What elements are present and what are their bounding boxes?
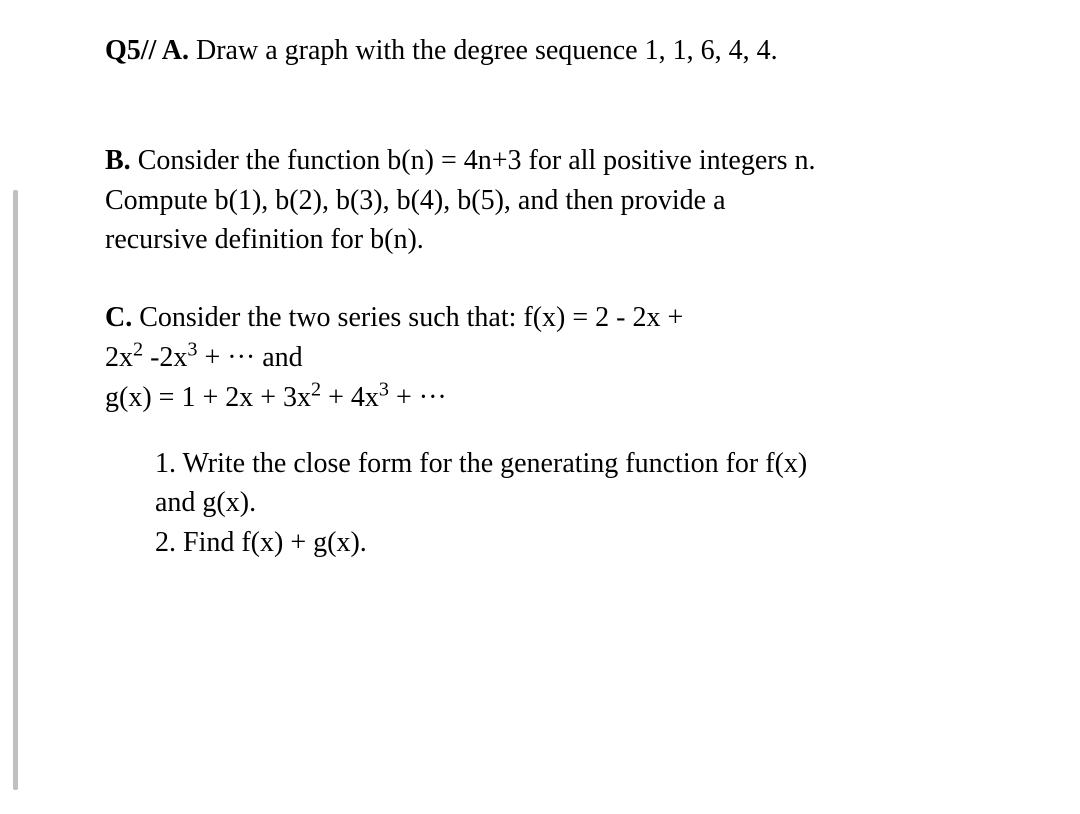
question-c-line3: g(x) = 1 + 2x + 3x2 + 4x3 + ··· bbox=[105, 379, 980, 417]
exp-3b: 3 bbox=[379, 378, 389, 400]
c-sub1-line2: and g(x). bbox=[155, 484, 980, 522]
q5-a-label: Q5// A. bbox=[105, 35, 189, 66]
question-c-line1: C. Consider the two series such that: f(… bbox=[105, 299, 980, 337]
question-b-section: B. Consider the function b(n) = 4n+3 for… bbox=[105, 142, 980, 259]
question-c-line2: 2x2 -2x3 + ··· and bbox=[105, 339, 980, 377]
c-line2b: -2x bbox=[143, 342, 187, 373]
exp-2a: 2 bbox=[133, 339, 143, 361]
c-line1-text: Consider the two series such that: f(x) … bbox=[132, 302, 683, 333]
question-a-section: Q5// A. Draw a graph with the degree seq… bbox=[105, 32, 980, 70]
b-line1-text: Consider the function b(n) = 4n+3 for al… bbox=[131, 145, 816, 176]
c-sub1-line1: 1. Write the close form for the generati… bbox=[155, 445, 980, 483]
question-a-line: Q5// A. Draw a graph with the degree seq… bbox=[105, 32, 980, 70]
question-c-section: C. Consider the two series such that: f(… bbox=[105, 299, 980, 562]
question-b-line1: B. Consider the function b(n) = 4n+3 for… bbox=[105, 142, 980, 180]
c-line2c: + ··· and bbox=[197, 342, 302, 373]
b-label: B. bbox=[105, 145, 131, 176]
question-c-sublist: 1. Write the close form for the generati… bbox=[105, 445, 980, 562]
c-sub2-line: 2. Find f(x) + g(x). bbox=[155, 524, 980, 562]
c-line3a: g(x) = 1 + 2x + 3x bbox=[105, 382, 311, 413]
c-line3c: + ··· bbox=[389, 382, 447, 413]
c-label: C. bbox=[105, 302, 132, 333]
exp-3a: 3 bbox=[187, 339, 197, 361]
c-line3b: + 4x bbox=[321, 382, 379, 413]
q5-a-text: Draw a graph with the degree sequence 1,… bbox=[189, 35, 778, 66]
question-b-line2: Compute b(1), b(2), b(3), b(4), b(5), an… bbox=[105, 182, 980, 220]
exp-2b: 2 bbox=[311, 378, 321, 400]
c-line2a: 2x bbox=[105, 342, 133, 373]
question-b-line3: recursive definition for b(n). bbox=[105, 221, 980, 259]
left-accent-bar bbox=[13, 190, 18, 790]
